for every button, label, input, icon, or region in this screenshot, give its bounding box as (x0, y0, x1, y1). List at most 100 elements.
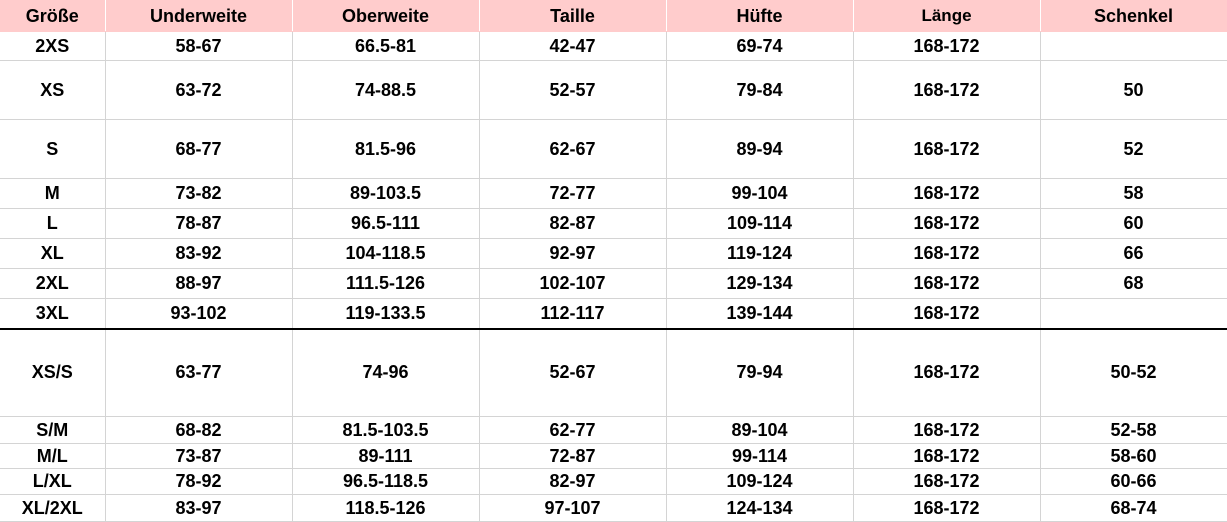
cell-schenkel (1039, 298, 1227, 329)
table-row: 2XL 88-97 111.5-126 102-107 129-134 168-172 68 (0, 268, 1227, 299)
header-huefte: Hüfte (665, 0, 854, 32)
cell-schenkel: 58 (1039, 178, 1227, 209)
cell-huefte: 124-134 (665, 494, 854, 522)
header-oberweite: Oberweite (291, 0, 480, 32)
cell-size: 3XL (0, 298, 106, 329)
cell-huefte: 79-84 (665, 60, 854, 120)
cell-huefte: 89-104 (665, 416, 854, 444)
cell-oberweite: 74-88.5 (291, 60, 480, 120)
cell-oberweite: 119-133.5 (291, 298, 480, 329)
cell-oberweite: 89-111 (291, 443, 480, 469)
cell-taille: 102-107 (478, 268, 667, 299)
cell-laenge: 168-172 (852, 327, 1041, 417)
table-row: 3XL 93-102 119-133.5 112-117 139-144 168-172 (0, 298, 1227, 329)
cell-schenkel: 68-74 (1039, 494, 1227, 522)
cell-schenkel: 68 (1039, 268, 1227, 299)
table-row: S 68-77 81.5-96 62-67 89-94 168-172 52 (0, 119, 1227, 179)
cell-laenge: 168-172 (852, 468, 1041, 495)
cell-schenkel: 50-52 (1039, 327, 1227, 417)
cell-size: L (0, 208, 106, 239)
table-row: S/M 68-82 81.5-103.5 62-77 89-104 168-172 52-5… (0, 416, 1227, 444)
cell-underweite: 73-82 (104, 178, 293, 209)
cell-taille: 82-97 (478, 468, 667, 495)
table-row: XS/S 63-77 74-96 52-67 79-94 168-172 50-52 (0, 327, 1227, 417)
header-taille: Taille (478, 0, 667, 32)
cell-taille: 42-47 (478, 31, 667, 61)
cell-taille: 82-87 (478, 208, 667, 239)
cell-oberweite: 96.5-111 (291, 208, 480, 239)
cell-underweite: 73-87 (104, 443, 293, 469)
cell-schenkel (1039, 31, 1227, 61)
cell-huefte: 109-114 (665, 208, 854, 239)
cell-size: 2XL (0, 268, 106, 299)
cell-size: M (0, 178, 106, 209)
table-row: M/L 73-87 89-111 72-87 99-114 168-172 58-60 (0, 443, 1227, 469)
cell-underweite: 63-77 (104, 327, 293, 417)
table-row: XL/2XL 83-97 118.5-126 97-107 124-134 168-172… (0, 494, 1227, 522)
cell-underweite: 93-102 (104, 298, 293, 329)
cell-taille: 97-107 (478, 494, 667, 522)
cell-huefte: 109-124 (665, 468, 854, 495)
cell-taille: 92-97 (478, 238, 667, 269)
cell-underweite: 63-72 (104, 60, 293, 120)
cell-taille: 52-57 (478, 60, 667, 120)
cell-schenkel: 50 (1039, 60, 1227, 120)
cell-taille: 62-67 (478, 119, 667, 179)
cell-size: XS/S (0, 327, 106, 417)
cell-laenge: 168-172 (852, 238, 1041, 269)
cell-oberweite: 96.5-118.5 (291, 468, 480, 495)
cell-oberweite: 81.5-103.5 (291, 416, 480, 444)
cell-size: L/XL (0, 468, 106, 495)
cell-laenge: 168-172 (852, 494, 1041, 522)
table-row: 2XS 58-67 66.5-81 42-47 69-74 168-172 (0, 31, 1227, 61)
cell-size: XL/2XL (0, 494, 106, 522)
cell-underweite: 78-87 (104, 208, 293, 239)
cell-oberweite: 66.5-81 (291, 31, 480, 61)
cell-huefte: 119-124 (665, 238, 854, 269)
cell-laenge: 168-172 (852, 60, 1041, 120)
cell-underweite: 83-92 (104, 238, 293, 269)
cell-oberweite: 89-103.5 (291, 178, 480, 209)
cell-laenge: 168-172 (852, 298, 1041, 329)
cell-huefte: 99-114 (665, 443, 854, 469)
cell-huefte: 139-144 (665, 298, 854, 329)
cell-taille: 112-117 (478, 298, 667, 329)
cell-schenkel: 60-66 (1039, 468, 1227, 495)
cell-size: 2XS (0, 31, 106, 61)
header-size: Größe (0, 0, 106, 32)
header-underweite: Underweite (104, 0, 293, 32)
header-laenge: Länge (852, 0, 1041, 32)
cell-schenkel: 58-60 (1039, 443, 1227, 469)
table-row: M 73-82 89-103.5 72-77 99-104 168-172 58 (0, 178, 1227, 209)
cell-laenge: 168-172 (852, 178, 1041, 209)
cell-schenkel: 60 (1039, 208, 1227, 239)
cell-underweite: 78-92 (104, 468, 293, 495)
cell-schenkel: 66 (1039, 238, 1227, 269)
cell-laenge: 168-172 (852, 416, 1041, 444)
cell-taille: 72-87 (478, 443, 667, 469)
cell-size: M/L (0, 443, 106, 469)
cell-schenkel: 52-58 (1039, 416, 1227, 444)
cell-size: S (0, 119, 106, 179)
cell-huefte: 69-74 (665, 31, 854, 61)
cell-laenge: 168-172 (852, 268, 1041, 299)
cell-laenge: 168-172 (852, 31, 1041, 61)
cell-laenge: 168-172 (852, 443, 1041, 469)
cell-oberweite: 104-118.5 (291, 238, 480, 269)
cell-size: XL (0, 238, 106, 269)
cell-underweite: 88-97 (104, 268, 293, 299)
table-row: XS 63-72 74-88.5 52-57 79-84 168-172 50 (0, 60, 1227, 120)
table-row: L/XL 78-92 96.5-118.5 82-97 109-124 168-172 60… (0, 468, 1227, 495)
cell-huefte: 129-134 (665, 268, 854, 299)
header-row: Größe Underweite Oberweite Taille Hüfte Länge… (0, 0, 1227, 32)
cell-laenge: 168-172 (852, 119, 1041, 179)
cell-underweite: 58-67 (104, 31, 293, 61)
cell-underweite: 83-97 (104, 494, 293, 522)
table-row: XL 83-92 104-118.5 92-97 119-124 168-172 66 (0, 238, 1227, 269)
cell-huefte: 89-94 (665, 119, 854, 179)
header-schenkel: Schenkel (1039, 0, 1227, 32)
cell-underweite: 68-77 (104, 119, 293, 179)
cell-huefte: 99-104 (665, 178, 854, 209)
cell-taille: 52-67 (478, 327, 667, 417)
